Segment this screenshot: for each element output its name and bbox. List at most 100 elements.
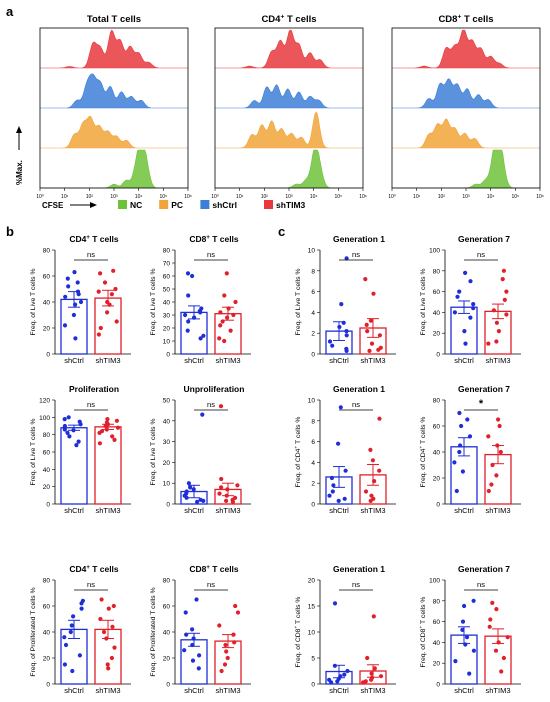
data-point-shCtrl — [201, 498, 206, 503]
significance-label: ns — [477, 250, 485, 259]
data-point-shCtrl — [341, 320, 346, 325]
data-point-shTIM3 — [217, 491, 222, 496]
data-point-shCtrl — [467, 671, 472, 676]
dotplot-y-tick-label: 60 — [433, 289, 441, 296]
data-point-shTIM3 — [222, 338, 227, 344]
data-point-shTIM3 — [96, 332, 101, 337]
panel-label-a: a — [6, 4, 14, 19]
x-label-shTIM3: shTIM3 — [360, 506, 385, 515]
histogram-trace-shCtrl — [392, 78, 540, 109]
data-point-shCtrl — [73, 336, 78, 341]
data-point-shTIM3 — [218, 323, 223, 328]
data-point-shTIM3 — [231, 632, 236, 637]
data-point-shCtrl — [77, 653, 82, 658]
data-point-shCtrl — [336, 441, 341, 446]
data-point-shTIM3 — [230, 499, 235, 504]
significance-label: ns — [477, 580, 485, 589]
data-point-shTIM3 — [487, 624, 492, 629]
dotplot-title-rest: T cells — [90, 234, 119, 244]
data-point-shTIM3 — [223, 642, 228, 648]
data-point-shTIM3 — [496, 329, 501, 334]
data-point-shTIM3 — [377, 468, 382, 473]
data-point-shCtrl — [343, 468, 348, 473]
data-point-shTIM3 — [486, 434, 491, 439]
data-point-shTIM3 — [105, 310, 110, 315]
histogram-tick-label: 10² — [86, 194, 94, 200]
data-point-shCtrl — [459, 423, 464, 429]
data-point-shTIM3 — [372, 479, 377, 484]
data-point-shTIM3 — [219, 668, 224, 674]
data-point-shTIM3 — [497, 423, 502, 429]
dotplot-12: Generation 7 0 20 40 60 80 100 Freq. of CD8+ T … — [419, 564, 521, 695]
data-point-shTIM3 — [226, 306, 231, 311]
data-point-shTIM3 — [107, 302, 112, 307]
dotplot-6: Unproliferation 0 10 20 30 40 50 Freq. of Live … — [150, 384, 251, 515]
x-label-shCtrl: shCtrl — [184, 506, 204, 515]
data-point-shCtrl — [335, 679, 340, 684]
dotplot-y-tick-label: 80 — [43, 578, 51, 585]
data-point-shTIM3 — [377, 333, 382, 338]
dotplot-y-tick-label: 20 — [433, 476, 441, 483]
dotplot-y-label-base: Freq. of CD8 — [420, 628, 427, 667]
bar-shTIM3 — [94, 426, 122, 505]
data-point-shTIM3 — [363, 489, 369, 494]
data-point-shCtrl — [453, 659, 458, 664]
histogram-tick-label: 10¹ — [413, 194, 421, 200]
data-point-shCtrl — [463, 642, 468, 647]
data-point-shCtrl — [330, 343, 335, 348]
data-point-shTIM3 — [106, 666, 111, 671]
data-point-shTIM3 — [97, 430, 102, 435]
data-point-shTIM3 — [233, 299, 238, 305]
data-point-shTIM3 — [99, 597, 104, 602]
histogram-tick-label: 10¹ — [61, 194, 69, 200]
data-point-shTIM3 — [218, 404, 224, 409]
dotplot-title-rest: T cells — [90, 564, 119, 574]
x-label-shCtrl: shCtrl — [64, 686, 84, 695]
data-point-shTIM3 — [104, 427, 109, 432]
data-point-shCtrl — [186, 319, 191, 324]
data-point-shCtrl — [344, 329, 349, 334]
dotplot-y-label-rest: T cells % — [420, 597, 427, 626]
data-point-shTIM3 — [372, 666, 377, 671]
significance-label: ns — [352, 250, 360, 259]
dotplot-y-tick-label: 60 — [163, 274, 171, 281]
dotplot-y-tick-label: 100 — [429, 578, 440, 585]
dotplot-y-tick-label: 20 — [433, 661, 441, 668]
data-point-shTIM3 — [377, 416, 382, 421]
data-point-shTIM3 — [486, 488, 491, 494]
data-point-shCtrl — [457, 410, 462, 416]
data-point-shCtrl — [191, 636, 196, 641]
dotplot-y-tick-label: 15 — [308, 604, 316, 611]
x-label-shTIM3: shTIM3 — [485, 506, 510, 515]
data-point-shCtrl — [198, 336, 203, 341]
dotplot-y-label-base: Freq. of CD4 — [420, 448, 427, 487]
x-label-shCtrl: shCtrl — [329, 506, 349, 515]
data-point-shCtrl — [463, 270, 468, 275]
legend-swatch-PC — [159, 200, 169, 209]
data-point-shCtrl — [327, 493, 332, 498]
data-point-shTIM3 — [504, 312, 509, 317]
data-point-shCtrl — [463, 341, 468, 346]
data-point-shTIM3 — [367, 348, 372, 353]
dotplot-5: Proliferation 0 20 40 60 80 100 120 Freq. of Liv… — [30, 384, 131, 515]
bar-shTIM3 — [484, 453, 512, 505]
data-point-shCtrl — [63, 642, 69, 648]
histogram-tick-label: 10⁵ — [512, 194, 520, 200]
x-label-shTIM3: shTIM3 — [360, 356, 385, 365]
data-point-shTIM3 — [220, 319, 225, 324]
histogram-tick-label: 10⁵ — [335, 194, 343, 200]
data-point-shCtrl — [201, 333, 206, 338]
dotplot-y-tick-label: 20 — [308, 578, 316, 585]
histogram-tick-label: 10⁶ — [184, 194, 192, 200]
data-point-shCtrl — [190, 658, 196, 663]
dotplot-y-tick-label: 80 — [43, 432, 51, 439]
dotplot-y-label-base: Freq. of CD8 — [295, 628, 302, 667]
data-point-shCtrl — [195, 499, 200, 504]
dotplot-y-tick-label: 40 — [43, 300, 51, 307]
dotplot-y-label: Freq. of CD8+ T cells % — [294, 597, 302, 668]
data-point-shTIM3 — [104, 636, 109, 641]
histogram-tick-label: 10⁰ — [211, 194, 219, 200]
data-point-shCtrl — [339, 302, 344, 307]
dotplot-y-tick-label: 40 — [433, 450, 441, 457]
x-label-shTIM3: shTIM3 — [215, 506, 240, 515]
